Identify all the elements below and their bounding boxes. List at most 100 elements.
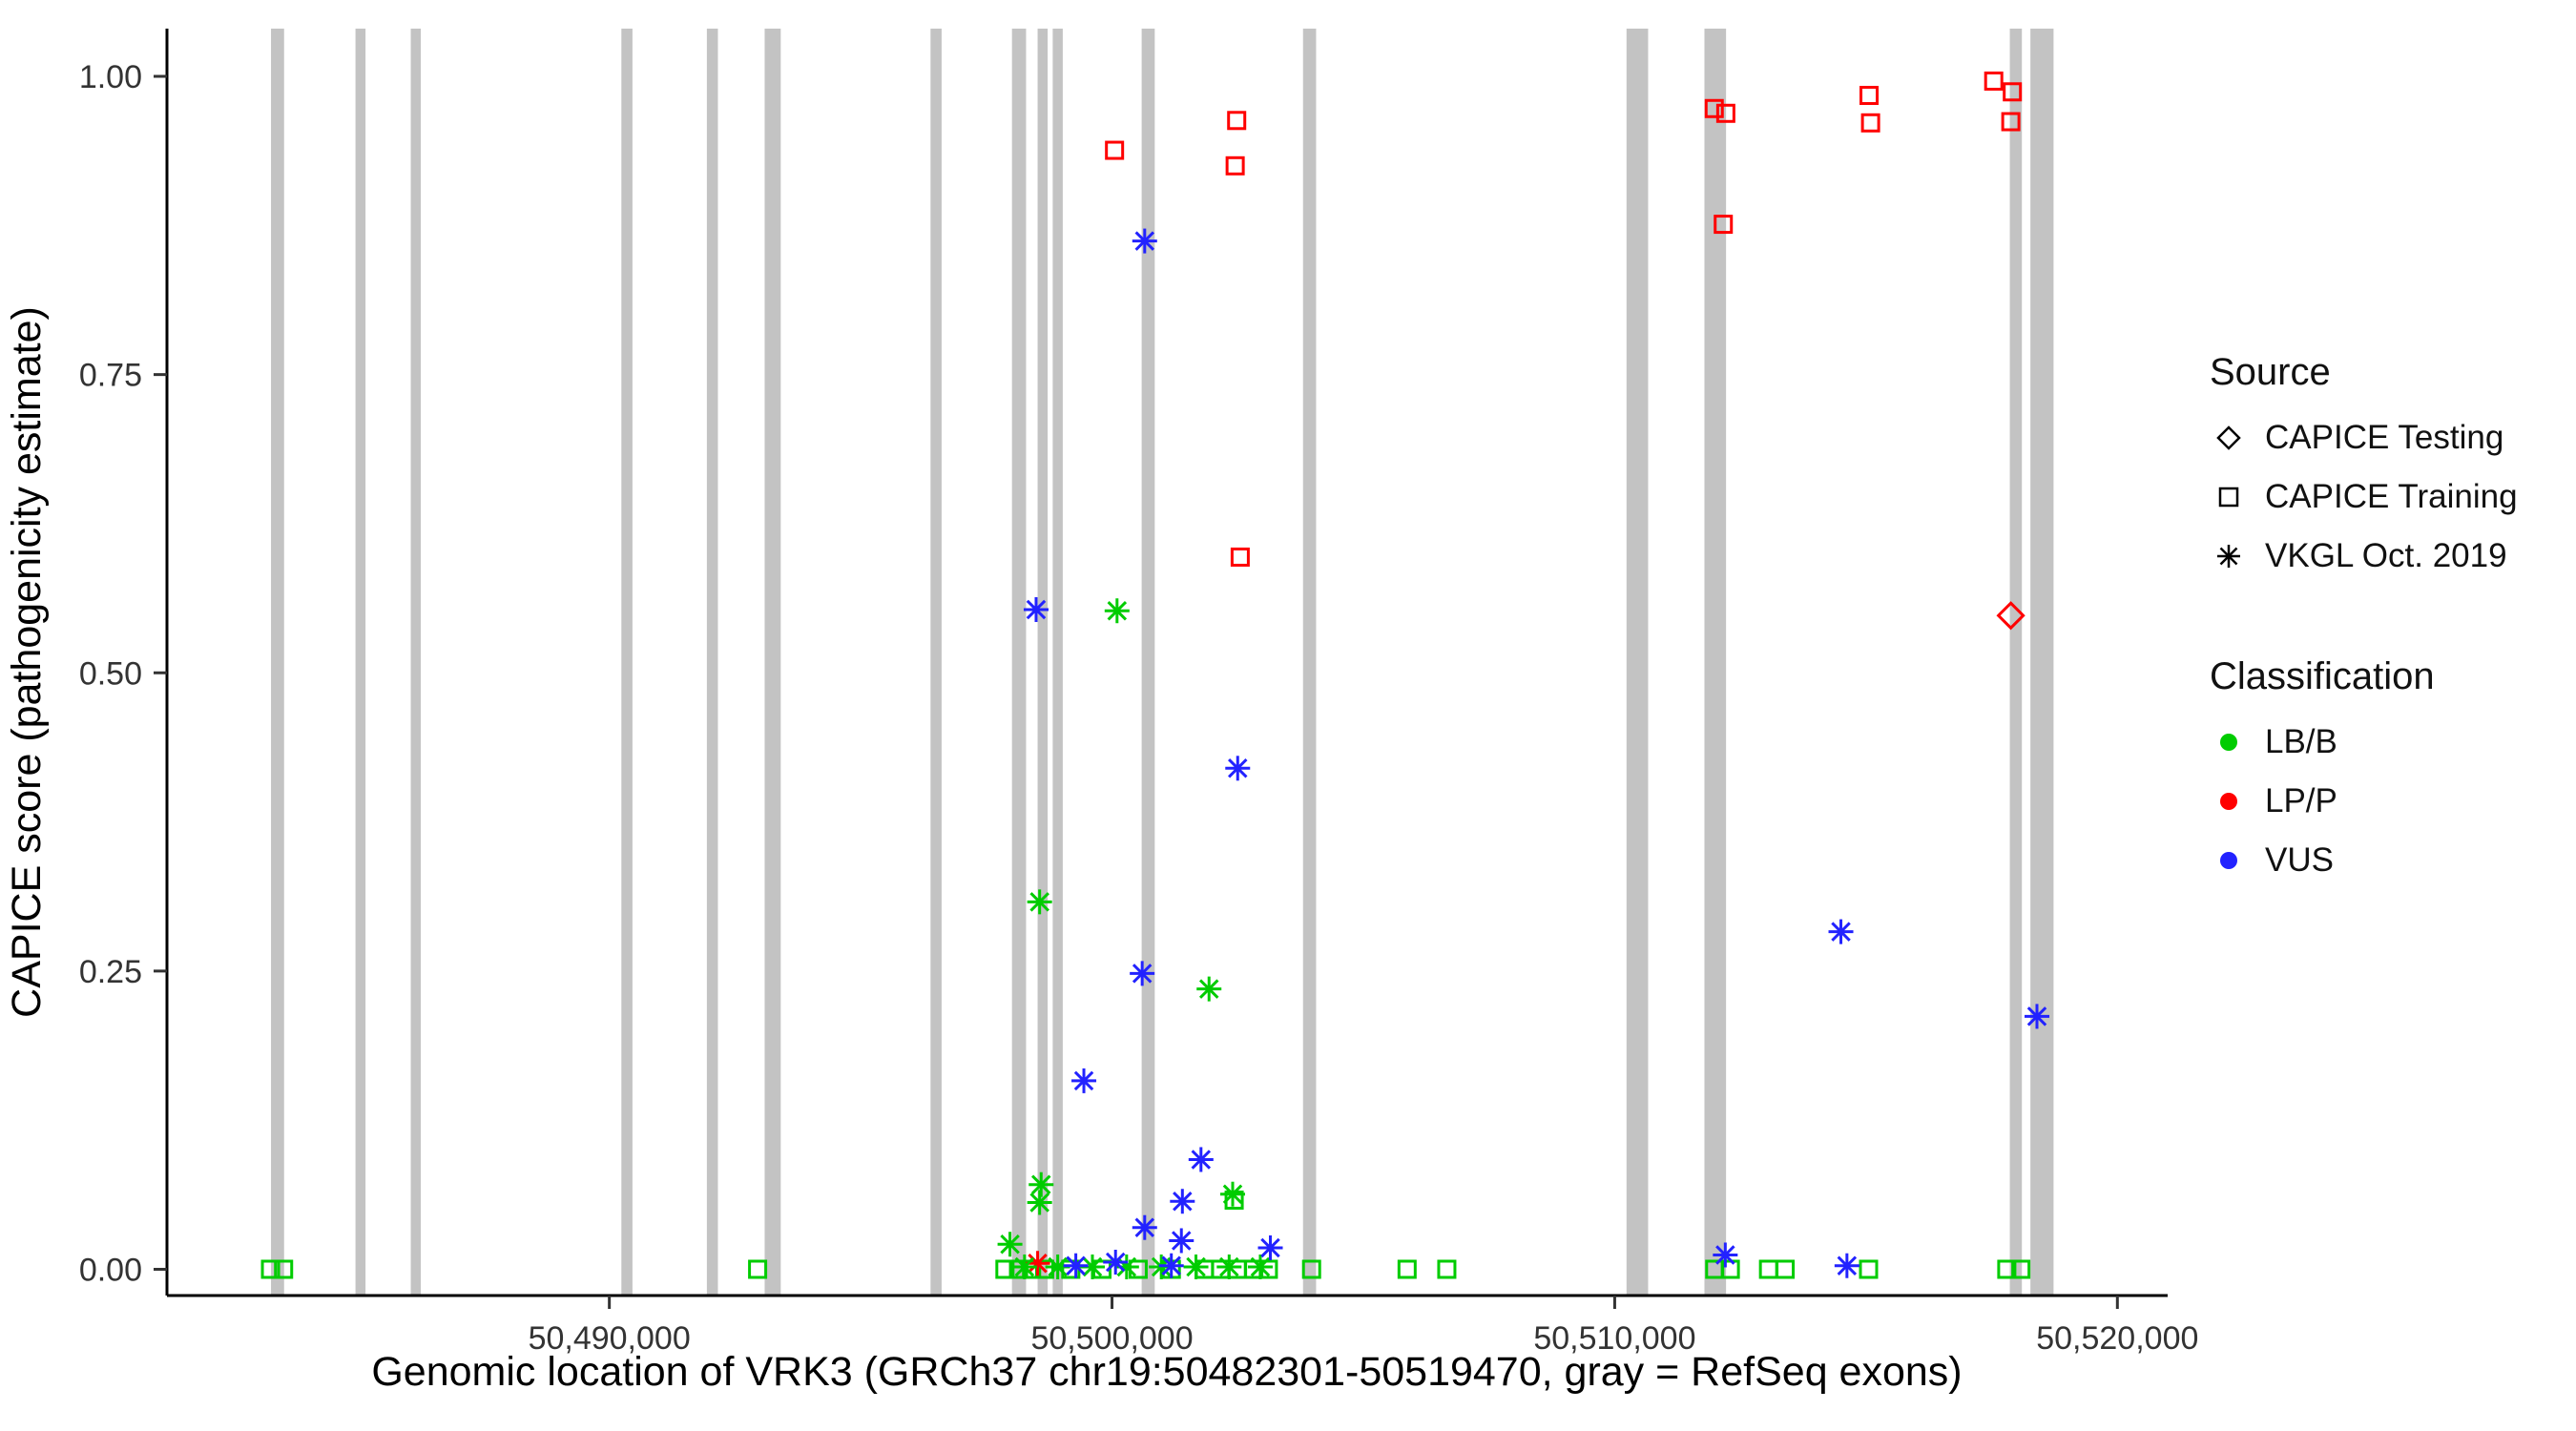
point-square [260, 1259, 280, 1279]
point-square [2003, 82, 2023, 102]
point-diamond [1996, 601, 2025, 631]
exon-bar [2030, 29, 2054, 1296]
square-icon [2218, 487, 2239, 508]
exon-bar [621, 29, 633, 1296]
blue-dot-icon [2220, 852, 2237, 869]
asterisk-icon [2217, 545, 2240, 568]
legend-classification-title: Classification [2210, 655, 2435, 697]
legend-item-label: VUS [2265, 841, 2334, 879]
point-square [1860, 113, 1880, 133]
point-square [1225, 156, 1245, 176]
point-square [1230, 547, 1250, 567]
point-asterisk [1082, 1256, 1103, 1277]
point-asterisk [1831, 922, 1851, 942]
exon-bar [1704, 29, 1727, 1296]
exon-bar [1011, 29, 1027, 1296]
exon-bar [1052, 29, 1063, 1296]
point-asterisk [1029, 1192, 1049, 1213]
point-asterisk [2026, 1006, 2047, 1027]
legend-item-capice-training: CAPICE Training [2210, 478, 2518, 516]
x-tick-label: 50,520,000 [2036, 1320, 2198, 1357]
legend-item-capice-testing: CAPICE Testing [2210, 419, 2518, 457]
point-asterisk [1161, 1255, 1181, 1275]
point-square [1704, 98, 1724, 118]
exon-bar [2009, 29, 2023, 1296]
point-square [1105, 140, 1125, 160]
red-dot-icon [2220, 793, 2237, 810]
exon-bar [1141, 29, 1155, 1296]
plot-area: 50,490,000 50,500,000 50,510,000 50,520,000… [79, 29, 2198, 1357]
x-tick-label: 50,500,000 [1030, 1320, 1193, 1357]
point-square [1859, 1259, 1879, 1279]
point-asterisk [1134, 1217, 1155, 1237]
legend-item-label: CAPICE Testing [2265, 419, 2504, 456]
point-asterisk [1066, 1255, 1086, 1275]
legend-item-lpp: LP/P [2210, 782, 2518, 820]
point-asterisk [1222, 1184, 1243, 1204]
point-asterisk [1107, 600, 1128, 621]
green-dot-icon [2220, 734, 2237, 751]
y-tick-label: 0.00 [79, 1252, 142, 1288]
legend-item-vus: VUS [2210, 841, 2518, 880]
x-tick-label: 50,510,000 [1533, 1320, 1695, 1357]
exon-bar [1302, 29, 1317, 1296]
point-asterisk [1715, 1245, 1735, 1265]
point-asterisk [1837, 1255, 1858, 1275]
point-square [1758, 1259, 1778, 1279]
point-asterisk [1134, 231, 1155, 251]
point-asterisk [1132, 964, 1153, 984]
exon-bar [764, 29, 781, 1296]
legend-item-label: CAPICE Training [2265, 478, 2518, 515]
y-axis-title: CAPICE score (pathogenicity estimate) [4, 306, 50, 1018]
point-square [748, 1259, 768, 1279]
point-square [1859, 86, 1880, 106]
point-square [274, 1259, 294, 1279]
point-asterisk [1029, 892, 1049, 912]
exon-bar [1626, 29, 1649, 1296]
point-asterisk [1026, 599, 1047, 620]
point-asterisk [1219, 1256, 1239, 1277]
exon-bar [355, 29, 366, 1296]
point-square [1437, 1259, 1457, 1279]
legend-item-lbb: LB/B [2210, 723, 2518, 761]
x-axis-title: Genomic location of VRK3 (GRCh37 chr19:5… [371, 1349, 1962, 1395]
point-asterisk [1048, 1256, 1068, 1277]
legend-spacer [2210, 596, 2518, 655]
point-square [1984, 72, 2004, 92]
legend-source-title: Source [2210, 351, 2331, 393]
legend-item-label: LP/P [2265, 782, 2337, 819]
y-tick-label: 1.00 [79, 59, 142, 95]
point-asterisk [1260, 1237, 1280, 1258]
point-asterisk [1014, 1256, 1035, 1277]
point-asterisk [1191, 1150, 1212, 1170]
point-square [2011, 1259, 2031, 1279]
point-square [2001, 112, 2021, 132]
point-square [1776, 1259, 1796, 1279]
y-tick-label: 0.50 [79, 655, 142, 692]
point-square [1714, 215, 1734, 235]
point-asterisk [1105, 1252, 1126, 1273]
point-asterisk [1073, 1070, 1094, 1091]
point-asterisk [1171, 1231, 1192, 1251]
exon-bar [410, 29, 422, 1296]
point-asterisk [1186, 1256, 1206, 1277]
exon-bar [271, 29, 284, 1296]
point-square [1715, 103, 1735, 123]
y-tick-label: 0.25 [79, 954, 142, 990]
legend: Source CAPICE Testing CAPICE Training [2210, 351, 2518, 901]
point-asterisk [1028, 1253, 1048, 1274]
exon-bar [706, 29, 718, 1296]
exon-bar [1037, 29, 1049, 1296]
y-tick-label: 0.75 [79, 358, 142, 394]
point-asterisk [1030, 1174, 1051, 1194]
point-asterisk [1000, 1234, 1020, 1255]
legend-item-vkgl: VKGL Oct. 2019 [2210, 537, 2518, 575]
point-square [1997, 1259, 2017, 1279]
diamond-icon [2216, 425, 2241, 450]
x-tick-label: 50,490,000 [529, 1320, 691, 1357]
point-square [995, 1259, 1015, 1279]
point-square [1301, 1259, 1321, 1279]
exon-bar [930, 29, 942, 1296]
point-square [1397, 1259, 1417, 1279]
